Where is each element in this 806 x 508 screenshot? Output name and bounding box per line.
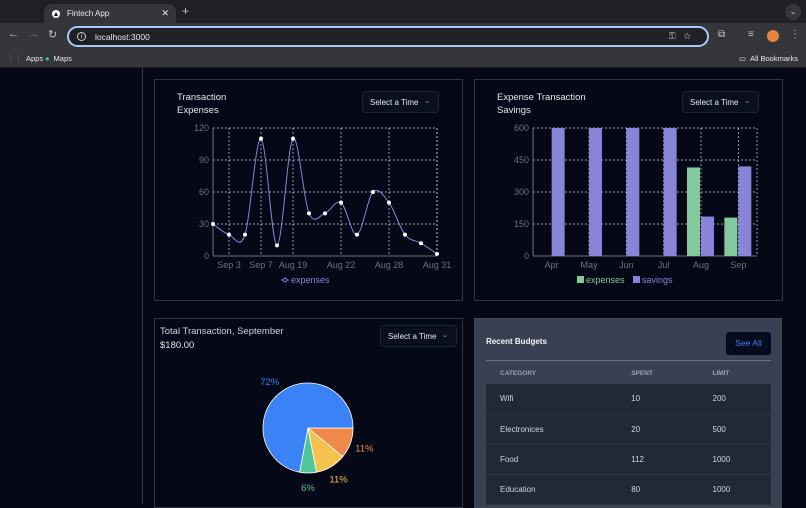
time-select[interactable]: Select a Time ⌄: [682, 91, 759, 113]
tab-strip: Fintech App ✕ + ⌄: [0, 0, 806, 23]
time-select[interactable]: Select a Time ⌄: [362, 91, 439, 113]
cell-spent: 80: [617, 474, 699, 505]
column-header: LIMIT: [698, 362, 771, 384]
cell-limit: 1000: [698, 444, 771, 475]
cell-category: Wifi: [486, 384, 618, 415]
cell-spent: 112: [617, 444, 699, 475]
app-favicon-icon: [52, 9, 60, 18]
folder-icon: ▭: [739, 54, 747, 63]
column-header: SPENT: [617, 362, 699, 384]
transaction-expenses-card: Transaction Expenses Select a Time ⌄: [154, 79, 463, 301]
address-bar[interactable]: i localhost:3000 ⚿☆: [67, 26, 709, 47]
see-all-button[interactable]: See All: [726, 332, 771, 355]
table-row[interactable]: Electronices 20 500: [486, 414, 771, 445]
budgets-table: CATEGORY SPENT LIMIT Wifi 10 200 Electroni…: [486, 362, 771, 505]
reading-list-icon[interactable]: ≡: [748, 29, 754, 40]
new-tab-button[interactable]: +: [182, 4, 190, 18]
tab-search-button[interactable]: ⌄: [785, 4, 801, 20]
cell-limit: 500: [698, 414, 771, 445]
reload-icon[interactable]: ↻: [48, 29, 58, 41]
back-icon[interactable]: ←: [8, 28, 19, 40]
apps-grid-icon: ⋮⋮: [7, 54, 22, 63]
chevron-down-icon: ⌄: [442, 332, 448, 339]
bookmark-apps[interactable]: ⋮⋮ Apps: [7, 54, 44, 63]
sidebar: [0, 68, 143, 504]
total-amount: $180.00: [160, 340, 195, 351]
time-select[interactable]: Select a Time ⌄: [380, 325, 457, 347]
cell-spent: 10: [617, 384, 699, 415]
bookmark-star-icon[interactable]: ☆: [683, 31, 699, 41]
card-title: Transaction Expenses: [177, 92, 227, 116]
password-key-icon[interactable]: ⚿: [668, 31, 684, 41]
forward-icon[interactable]: →: [28, 28, 39, 40]
cell-spent: 20: [617, 414, 699, 445]
browser-tab[interactable]: Fintech App ✕: [44, 4, 176, 23]
cell-limit: 1000: [698, 474, 771, 505]
table-row[interactable]: Education 80 1000: [486, 474, 771, 505]
card-title: Expense Transaction Savings: [497, 92, 586, 116]
url-text: localhost:3000: [95, 31, 150, 42]
extensions-icon[interactable]: ⧉: [718, 29, 726, 40]
profile-avatar[interactable]: [767, 30, 779, 42]
menu-kebab-icon[interactable]: ⋮: [790, 29, 800, 40]
table-row[interactable]: Food 112 1000: [486, 444, 771, 475]
table-row[interactable]: Wifi 10 200: [486, 384, 771, 415]
total-transaction-card: Total Transaction, September $180.00 Sel…: [154, 318, 463, 508]
maps-pin-icon: ●: [45, 54, 50, 63]
recent-budgets-card: Recent Budgets See All CATEGORY SPENT LI…: [474, 318, 782, 508]
card-title: Total Transaction, September: [160, 326, 284, 337]
expense-savings-card: Expense Transaction Savings Select a Time…: [474, 79, 783, 301]
browser-toolbar: ← → ↻ i localhost:3000 ⚿☆ ⧉ ≡ ⋮: [0, 23, 806, 49]
chevron-down-icon: ⌄: [424, 98, 430, 105]
cell-category: Electronices: [486, 414, 618, 445]
cell-category: Food: [486, 444, 618, 475]
cell-category: Education: [486, 474, 618, 505]
bookmarks-bar: ⋮⋮ Apps ● Maps ▭ All Bookmarks: [0, 49, 806, 68]
bookmark-maps[interactable]: ● Maps: [45, 54, 72, 63]
chevron-down-icon: ⌄: [744, 98, 750, 105]
cell-limit: 200: [698, 384, 771, 415]
divider: [486, 360, 771, 361]
column-header: CATEGORY: [486, 362, 618, 384]
all-bookmarks[interactable]: ▭ All Bookmarks: [739, 54, 799, 63]
site-info-icon[interactable]: i: [77, 32, 86, 41]
tab-title: Fintech App: [67, 9, 110, 18]
close-tab-icon[interactable]: ✕: [161, 8, 169, 18]
budgets-title: Recent Budgets: [486, 337, 547, 346]
